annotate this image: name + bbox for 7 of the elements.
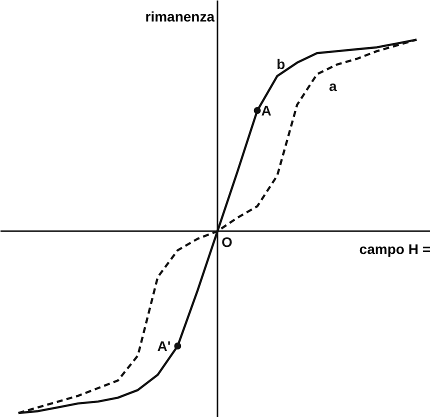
series-label: b (276, 56, 286, 72)
annotation: O (221, 234, 232, 250)
x-axis-title: campo H = (359, 241, 430, 258)
annotation: A (261, 102, 272, 119)
series-label: a (329, 78, 338, 94)
y-axis-title: rimanenza (145, 8, 215, 24)
annotation: A' (157, 338, 171, 354)
